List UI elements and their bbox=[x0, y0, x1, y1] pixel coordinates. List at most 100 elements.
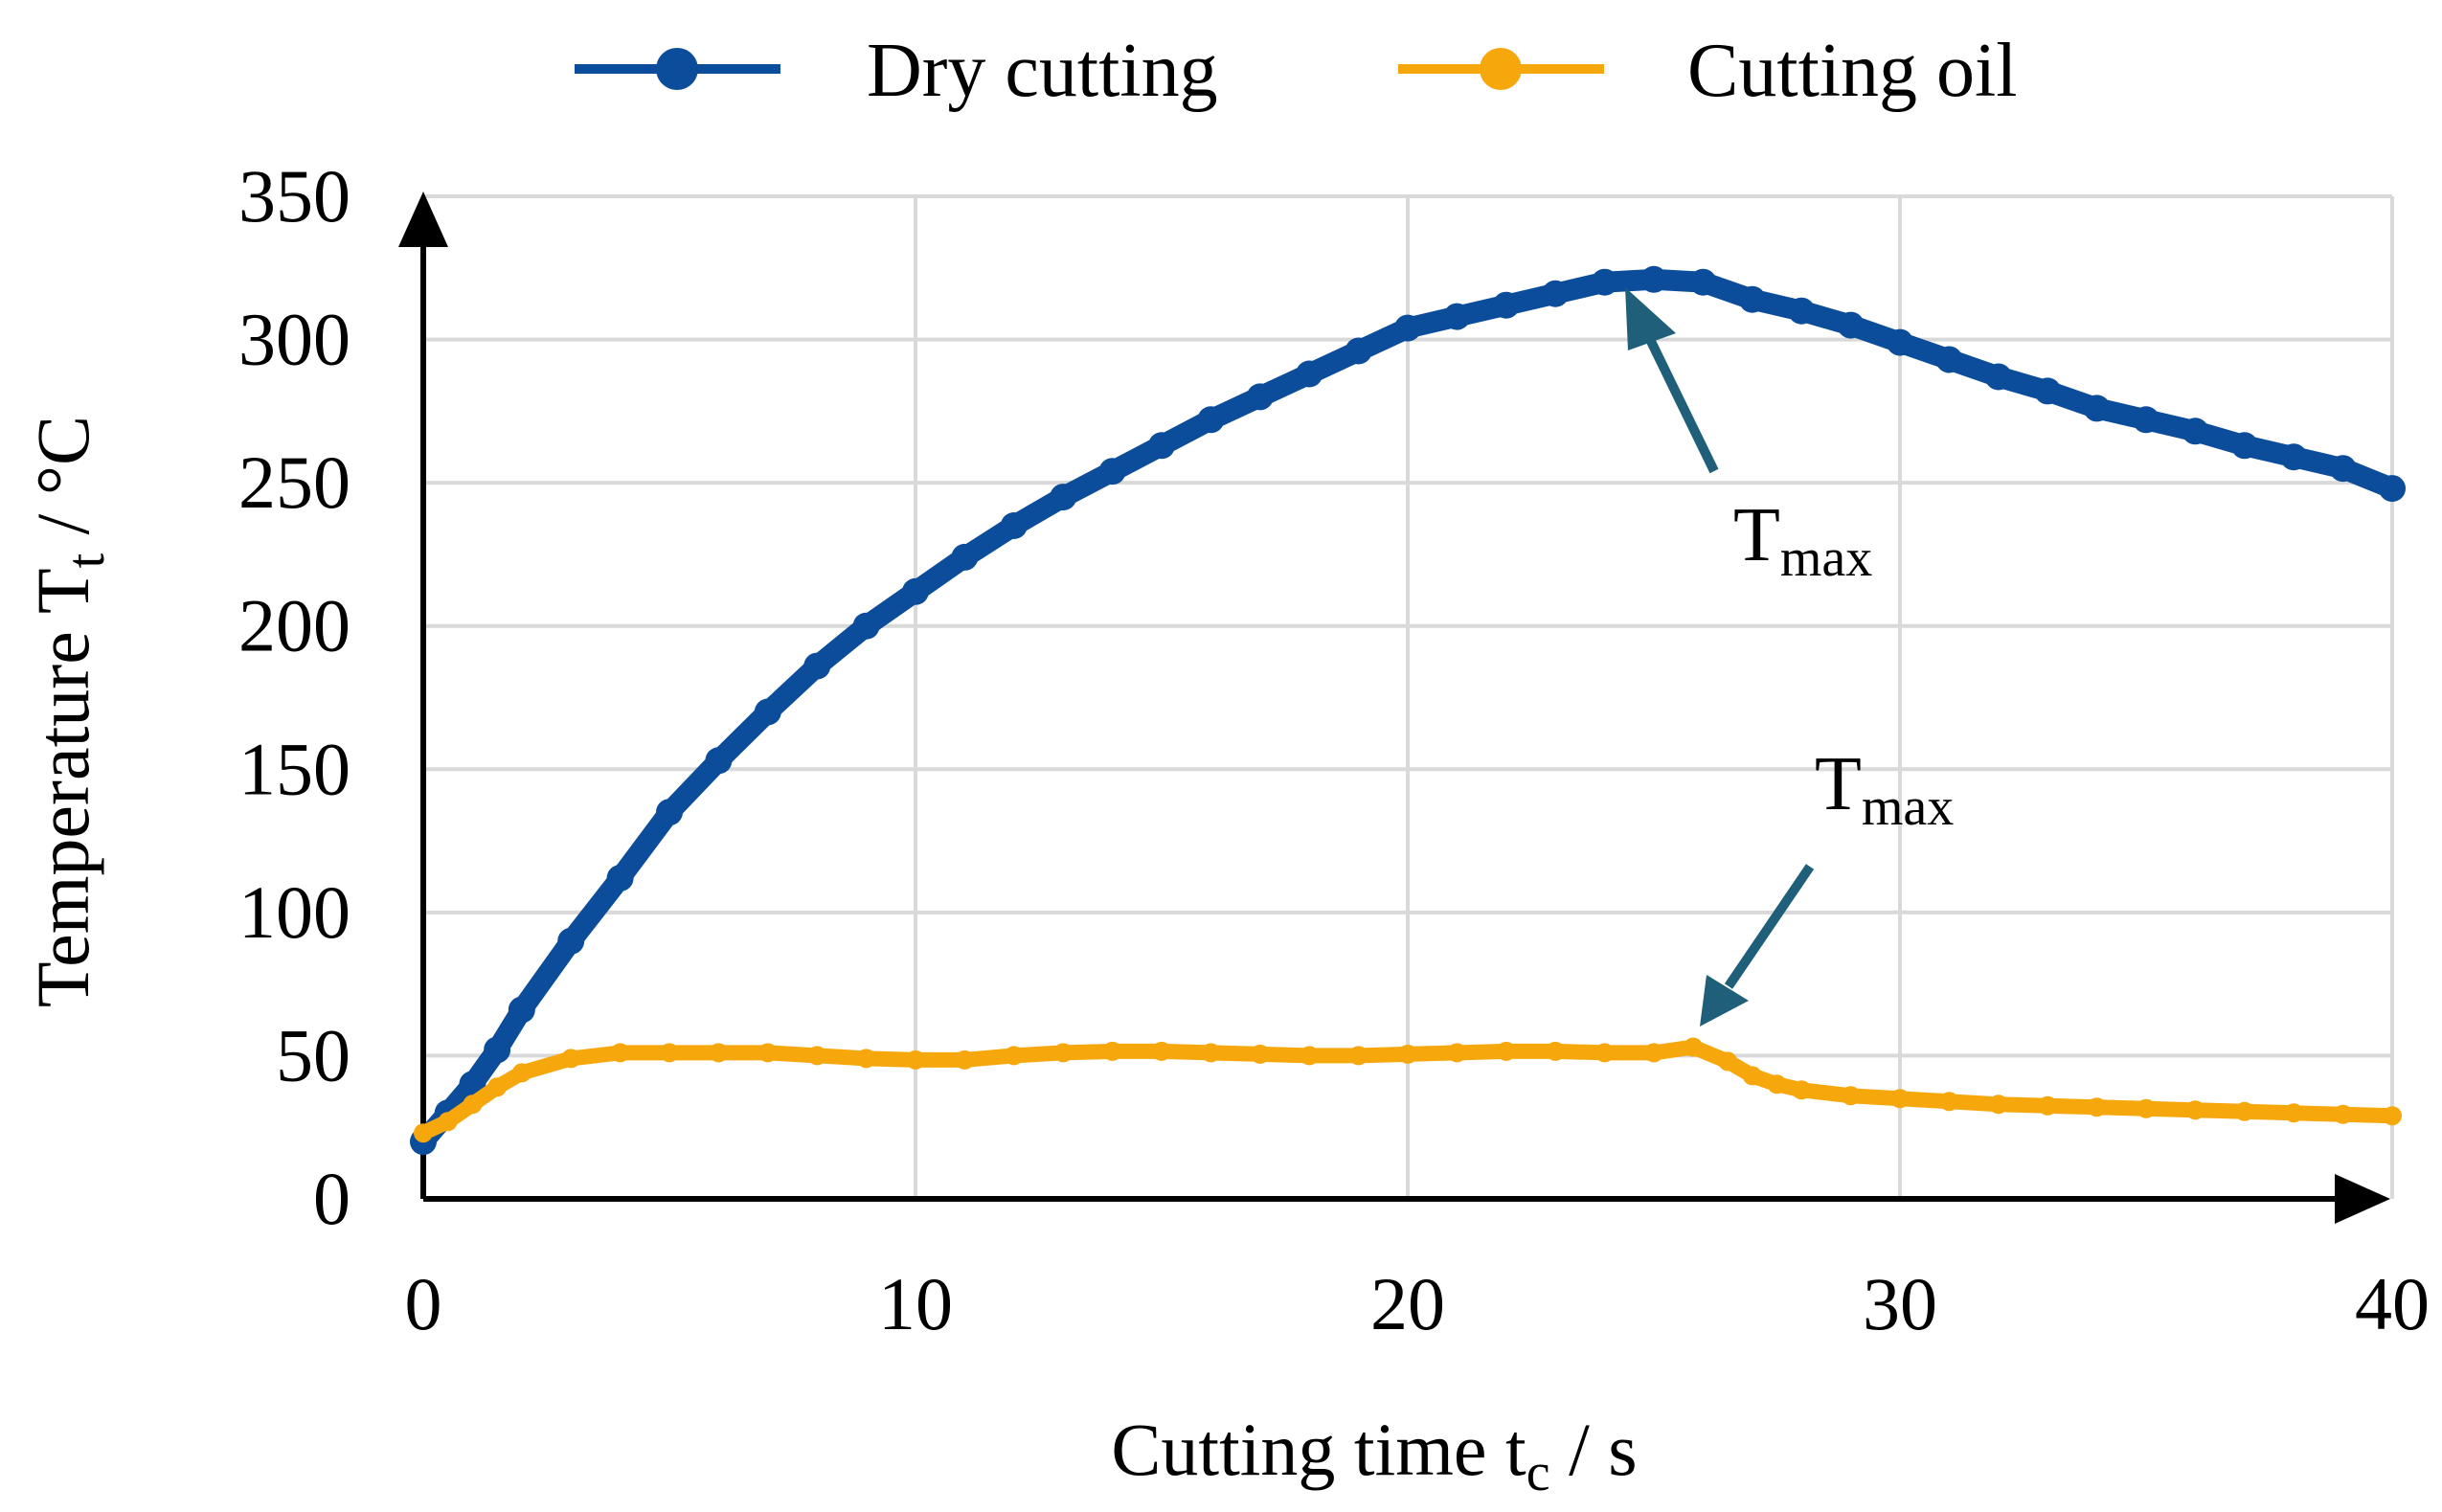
ticks: 0 50 100 150 200 250 300 350 0 10 20 30 40 bbox=[238, 154, 2430, 1345]
data-point-dry-cutting bbox=[2230, 432, 2258, 460]
data-point-dry-cutting bbox=[803, 652, 831, 680]
data-point-cutting-oil bbox=[2087, 1097, 2107, 1117]
x-axis-title: Cutting time tc / s bbox=[1111, 1408, 1637, 1502]
legend-label-cutting-oil: Cutting oil bbox=[1687, 29, 2018, 113]
y-axis-title-main: Temperature T bbox=[21, 568, 104, 1007]
data-point-dry-cutting bbox=[1148, 432, 1175, 460]
data-point-cutting-oil bbox=[906, 1049, 925, 1070]
data-point-cutting-oil bbox=[1939, 1092, 1959, 1112]
data-point-dry-cutting bbox=[754, 698, 781, 726]
data-point-dry-cutting bbox=[1984, 363, 2012, 391]
data-point-dry-cutting bbox=[1197, 406, 1225, 434]
data-point-dry-cutting bbox=[2182, 417, 2209, 445]
annotation-arrow-dry bbox=[1639, 323, 1719, 474]
data-point-dry-cutting bbox=[2133, 406, 2159, 434]
data-point-cutting-oil bbox=[414, 1123, 433, 1143]
data-point-cutting-oil bbox=[1102, 1041, 1122, 1061]
data-point-dry-cutting bbox=[1394, 314, 1421, 342]
y-tick-label-350: 350 bbox=[238, 154, 350, 237]
data-point-dry-cutting bbox=[1542, 280, 1570, 307]
data-point-cutting-oil bbox=[1546, 1041, 1566, 1061]
data-point-dry-cutting bbox=[902, 577, 929, 605]
data-point-cutting-oil bbox=[2038, 1095, 2058, 1116]
data-point-dry-cutting bbox=[1000, 512, 1028, 539]
legend-label-dry-cutting: Dry cutting bbox=[867, 29, 1218, 113]
legend-marker-cutting-oil bbox=[1480, 48, 1522, 90]
annotation-label-oil: Tmax bbox=[1815, 742, 1954, 837]
data-point-cutting-oil bbox=[438, 1112, 458, 1132]
data-point-dry-cutting bbox=[508, 996, 535, 1024]
data-point-cutting-oil bbox=[511, 1063, 531, 1083]
data-point-dry-cutting bbox=[1098, 458, 1126, 485]
y-tick-label-0: 0 bbox=[313, 1157, 350, 1240]
annotation-arrowhead-dry bbox=[1625, 287, 1676, 350]
data-point-cutting-oil bbox=[1742, 1066, 1762, 1086]
data-point-cutting-oil bbox=[807, 1046, 827, 1066]
data-point-cutting-oil bbox=[1684, 1037, 1704, 1057]
annotation-arrow-oil bbox=[1724, 864, 1815, 989]
data-point-dry-cutting bbox=[2083, 395, 2111, 422]
data-point-cutting-oil bbox=[709, 1043, 729, 1063]
annotations: Tmax Tmax bbox=[1625, 287, 1954, 1027]
data-point-dry-cutting bbox=[484, 1036, 511, 1064]
data-point-cutting-oil bbox=[2383, 1106, 2402, 1126]
data-point-dry-cutting bbox=[705, 747, 733, 775]
y-axis-title-unit: / °C bbox=[21, 416, 104, 553]
data-point-cutting-oil bbox=[1988, 1095, 2008, 1115]
data-point-cutting-oil bbox=[1201, 1043, 1221, 1063]
y-axis-arrowhead bbox=[398, 192, 448, 247]
data-point-dry-cutting bbox=[2379, 475, 2406, 503]
data-point-cutting-oil bbox=[1644, 1043, 1663, 1063]
data-point-cutting-oil bbox=[1004, 1046, 1024, 1066]
data-point-cutting-oil bbox=[1053, 1043, 1074, 1063]
data-point-cutting-oil bbox=[487, 1077, 508, 1097]
x-axis-arrowhead bbox=[2335, 1174, 2390, 1224]
y-tick-label-100: 100 bbox=[238, 870, 350, 954]
data-point-dry-cutting bbox=[656, 799, 683, 826]
data-point-cutting-oil bbox=[2137, 1098, 2156, 1118]
x-axis-title-main: Cutting time t bbox=[1111, 1408, 1526, 1491]
data-point-dry-cutting bbox=[606, 865, 634, 891]
data-point-dry-cutting bbox=[1591, 268, 1618, 296]
data-point-cutting-oil bbox=[1767, 1074, 1787, 1095]
data-point-dry-cutting bbox=[557, 927, 585, 955]
data-point-cutting-oil bbox=[610, 1043, 630, 1063]
data-point-cutting-oil bbox=[856, 1049, 876, 1069]
x-tick-label-10: 10 bbox=[878, 1262, 953, 1345]
x-axis-title-unit: / s bbox=[1550, 1408, 1638, 1491]
annotation-arrowhead-oil bbox=[1700, 975, 1749, 1027]
annotation-label-oil-main: T bbox=[1815, 742, 1862, 826]
data-point-dry-cutting bbox=[1640, 265, 1667, 293]
data-point-dry-cutting bbox=[1837, 311, 1865, 339]
y-tick-label-150: 150 bbox=[238, 727, 350, 810]
data-point-cutting-oil bbox=[1250, 1044, 1270, 1064]
x-axis-title-sub: c bbox=[1526, 1443, 1550, 1502]
data-point-cutting-oil bbox=[757, 1043, 778, 1063]
data-point-cutting-oil bbox=[463, 1095, 483, 1115]
y-tick-label-50: 50 bbox=[276, 1013, 350, 1096]
data-point-cutting-oil bbox=[1300, 1046, 1320, 1066]
data-point-dry-cutting bbox=[2280, 443, 2308, 471]
data-point-dry-cutting bbox=[1246, 383, 1274, 411]
y-tick-label-250: 250 bbox=[238, 440, 350, 524]
data-point-cutting-oil bbox=[1594, 1043, 1615, 1063]
data-point-cutting-oil bbox=[1447, 1043, 1467, 1063]
legend: Dry cutting Cutting oil bbox=[575, 29, 2018, 113]
legend-marker-dry-cutting bbox=[656, 48, 698, 90]
data-point-dry-cutting bbox=[1443, 303, 1471, 330]
x-tick-label-30: 30 bbox=[1863, 1262, 1937, 1345]
y-axis-title-sub: t bbox=[57, 553, 116, 568]
data-point-dry-cutting bbox=[951, 543, 979, 571]
data-point-cutting-oil bbox=[1718, 1051, 1738, 1072]
data-point-dry-cutting bbox=[1788, 297, 1816, 325]
data-point-dry-cutting bbox=[1935, 346, 1963, 373]
data-point-cutting-oil bbox=[1152, 1041, 1171, 1061]
data-point-cutting-oil bbox=[1398, 1044, 1417, 1064]
data-point-cutting-oil bbox=[1348, 1046, 1368, 1066]
data-point-cutting-oil bbox=[1792, 1080, 1812, 1100]
data-point-dry-cutting bbox=[2329, 455, 2357, 483]
data-point-cutting-oil bbox=[1496, 1041, 1516, 1061]
annotation-label-dry-sub: max bbox=[1780, 529, 1872, 588]
annotation-label-dry: Tmax bbox=[1733, 493, 1872, 588]
